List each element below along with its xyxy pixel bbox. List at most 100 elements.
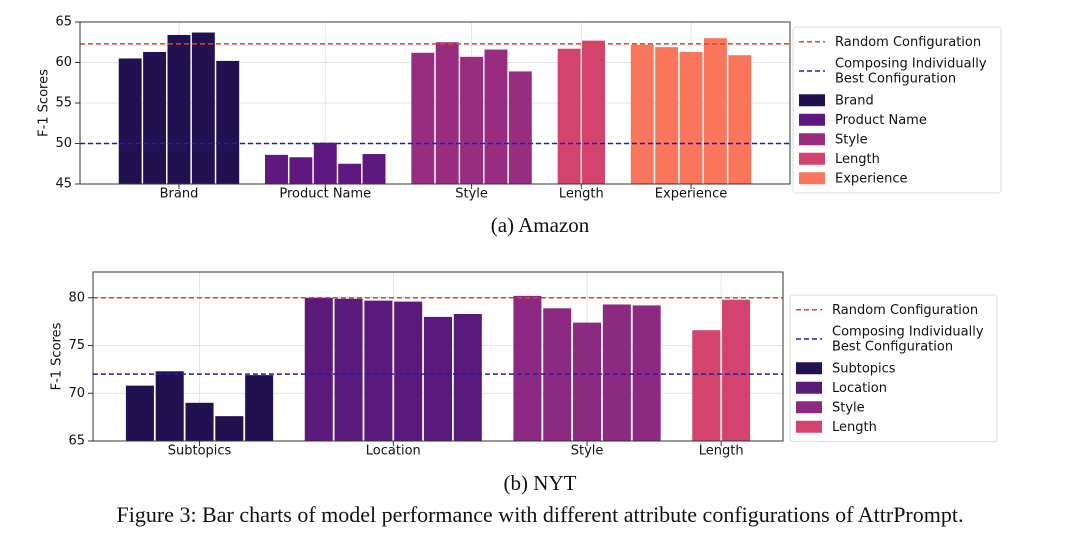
bar [722,299,751,441]
legend-label-line: Length [835,151,880,166]
bar [304,297,333,441]
bar [191,32,215,184]
legend-swatch [799,172,825,185]
chart-caption: (b) NYT [504,471,577,495]
legend-frame [792,26,1002,194]
y-tick-label: 45 [55,177,72,192]
legend-swatch [796,401,822,414]
legend-swatch [799,94,825,107]
bar [411,52,435,184]
bar [703,38,727,185]
bar [435,42,459,184]
bar [423,316,453,441]
legend-swatch [796,381,822,394]
legend-label-line: Length [832,419,877,434]
legend-label-line: Location [832,380,887,395]
y-tick-label: 80 [68,290,85,305]
legend-label-line: Product Name [835,112,927,127]
x-tick-label: Style [455,187,488,202]
bar [215,416,244,441]
legend-label-line: Random Configuration [835,34,981,49]
bar [557,48,581,185]
x-tick-label: Experience [655,187,728,202]
legend-label-line: Composing Individually [835,56,987,71]
legend-label-line: Composing Individually [832,324,984,339]
legend-label: Product Name [835,112,927,127]
bar [508,71,532,184]
plot-frame [79,21,791,185]
bar [484,49,508,184]
legend-label-line: Brand [835,93,874,108]
legend-label-line: Random Configuration [832,302,978,317]
bar [362,154,386,184]
bar [582,40,605,184]
y-axis-label: F-1 Scores [37,69,52,137]
bar [394,301,423,441]
y-tick-label: 70 [68,386,85,401]
bar [143,51,167,184]
bar [155,371,184,441]
y-tick-label: 55 [55,96,72,111]
y-tick-label: 60 [55,55,72,70]
x-tick-label: Length [559,187,604,202]
bar [655,47,679,184]
legend-label: Random Configuration [835,34,981,49]
legend-label-line: Style [835,132,868,147]
bar [602,304,631,441]
legend-swatch [799,133,825,146]
legend-swatch [796,362,822,375]
bar [728,55,752,185]
legend-label-line: Best Configuration [835,71,956,86]
figure-caption: Figure 3: Bar charts of model performanc… [117,502,964,527]
bar [125,385,154,441]
legend-label-line: Best Configuration [832,339,953,354]
bar [245,375,274,441]
bar [453,314,482,441]
bar [692,330,721,441]
legend-label-line: Style [832,400,865,415]
legend-label: Style [832,400,865,415]
legend-label-line: Subtopics [832,361,896,376]
bar [513,295,542,441]
y-axis-label: F-1 Scores [50,322,65,390]
bar [338,163,362,184]
bar [289,157,313,184]
x-tick-label: Location [366,444,421,459]
bar [167,34,191,185]
x-tick-label: Length [699,444,744,459]
bar [334,298,363,441]
legend-swatch [796,420,822,433]
bar [364,300,393,441]
legend-label: Location [832,380,887,395]
plot-frame [92,271,784,442]
legend-label: Length [835,151,880,166]
legend-swatch [799,152,825,165]
legend-frame [789,294,998,442]
x-tick-label: Brand [160,187,199,202]
bar [630,44,654,185]
bar [632,305,661,441]
bar [460,56,484,184]
legend-label: Experience [835,171,908,186]
y-tick-label: 50 [55,136,72,151]
legend-label: Length [832,419,877,434]
legend-label: Style [835,132,868,147]
bar [265,154,288,184]
y-tick-label: 65 [55,15,72,30]
bar [118,58,142,185]
bar [679,51,703,184]
legend-label: Composing Individually Best Configuration [832,324,984,354]
legend-label: Random Configuration [832,302,978,317]
x-tick-label: Style [571,444,604,459]
bar [216,60,240,184]
legend-label-line: Experience [835,171,908,186]
chart-caption: (a) Amazon [491,213,590,237]
x-tick-label: Product Name [279,187,371,202]
legend-label: Composing Individually Best Configuration [835,56,987,86]
bar [573,322,602,441]
legend-label: Subtopics [832,361,896,376]
legend-swatch [799,113,825,126]
bar [313,142,337,184]
x-tick-label: Subtopics [168,444,232,459]
